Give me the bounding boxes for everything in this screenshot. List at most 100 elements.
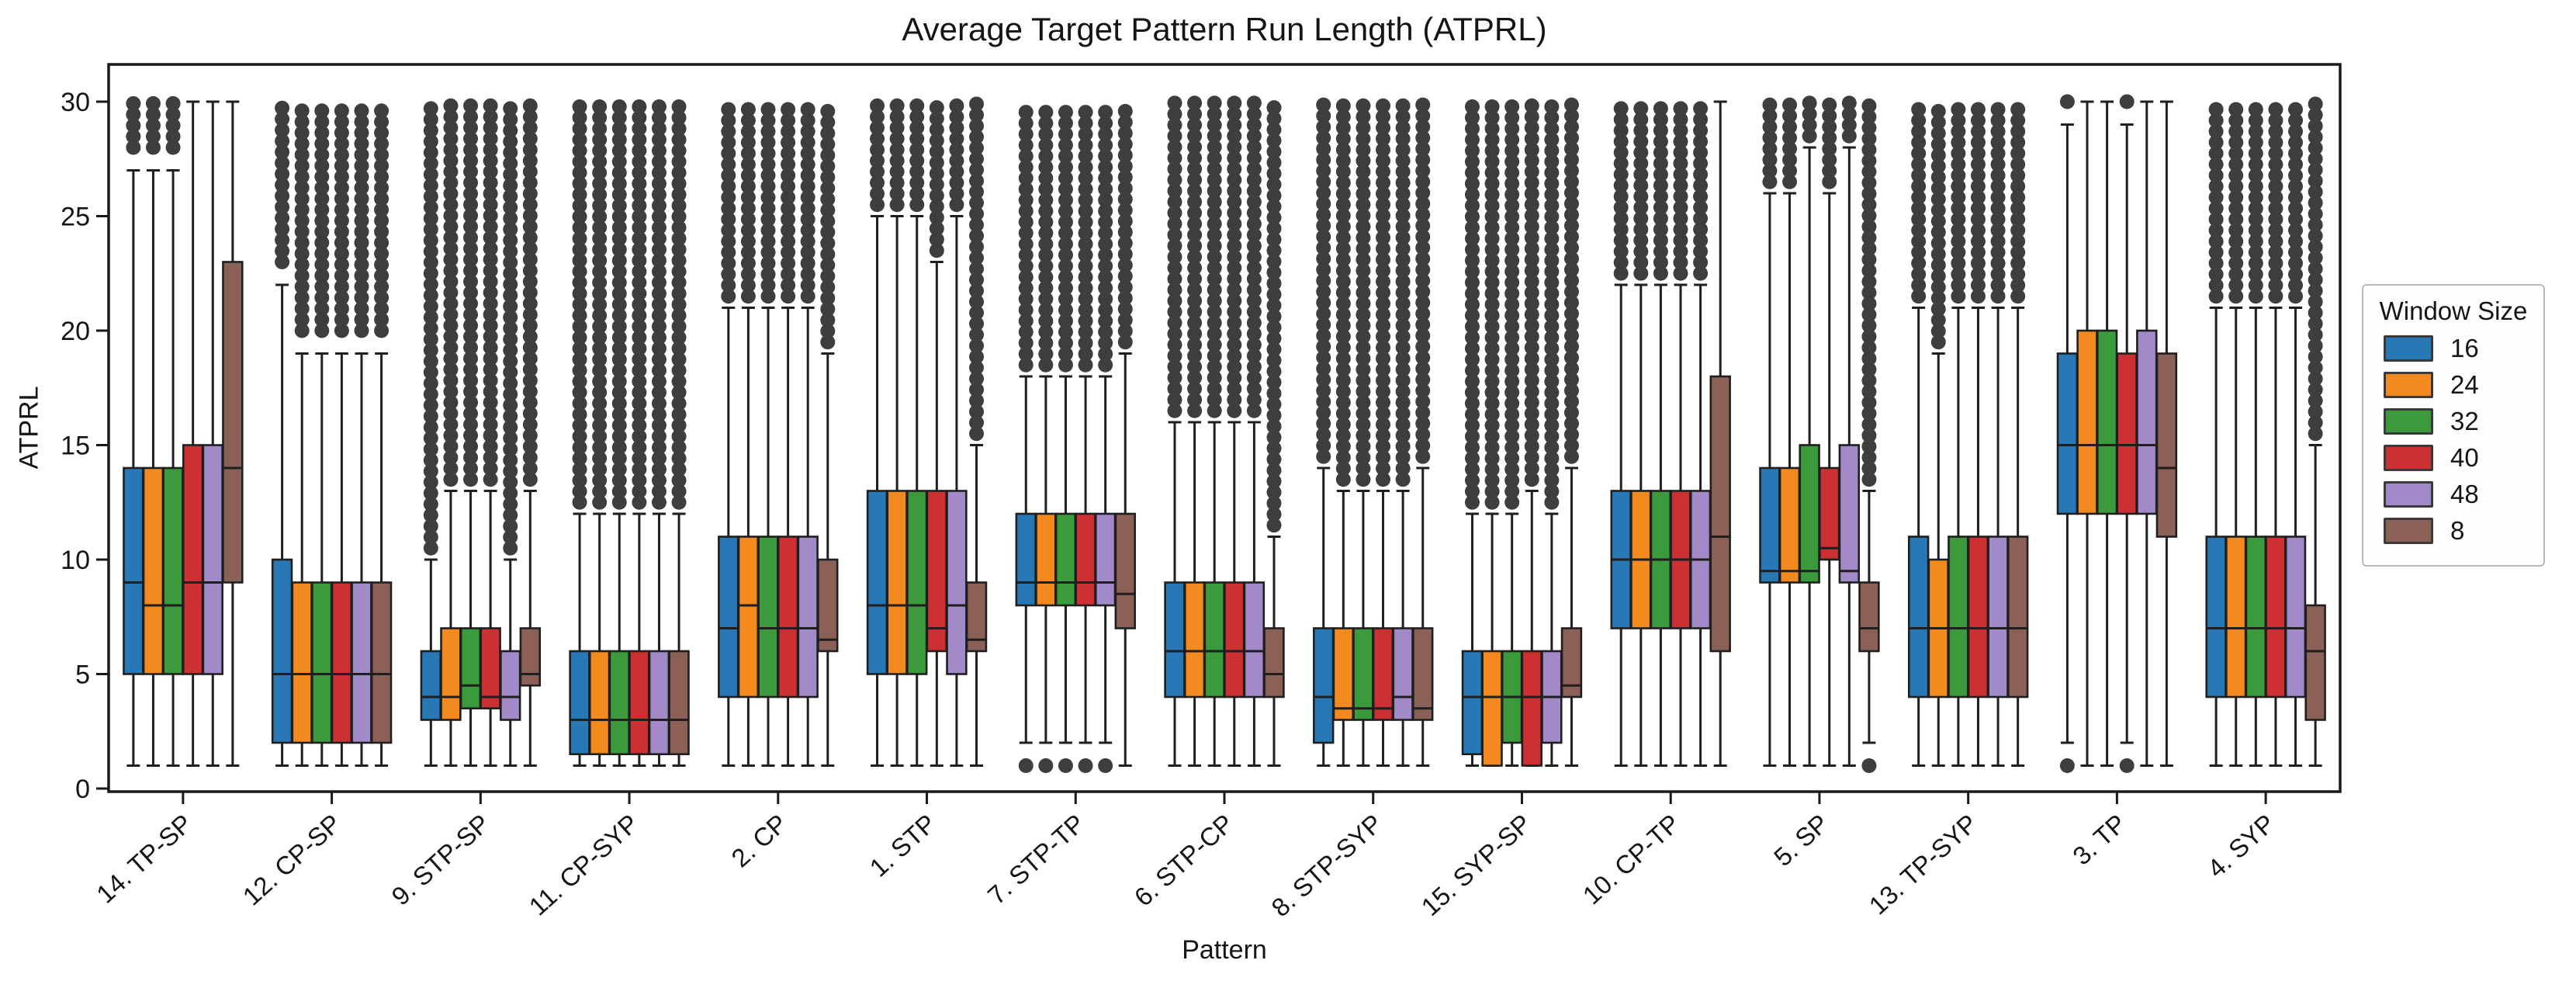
outlier-dot <box>611 473 627 488</box>
outlier-dot <box>1266 309 1282 324</box>
outlier-dot <box>800 212 815 227</box>
outlier-dot <box>632 418 647 433</box>
outlier-dot <box>443 417 459 432</box>
boxplot-box <box>906 490 928 675</box>
outlier-dot <box>949 153 964 168</box>
outlier-dot <box>294 191 310 206</box>
outlier-dot <box>1335 263 1351 279</box>
outlier-dot <box>969 426 985 442</box>
outlier-dot <box>1653 265 1668 281</box>
outlier-dot <box>1018 203 1034 219</box>
outlier-dot <box>443 428 459 443</box>
outlier-dot <box>1316 163 1331 179</box>
boxplot-box <box>737 536 760 699</box>
outlier-dot <box>870 142 885 158</box>
outlier-dot <box>503 210 518 226</box>
outlier-dot <box>1078 291 1093 307</box>
outlier-column <box>611 99 627 510</box>
outlier-dot <box>1227 151 1242 166</box>
outlier-dot <box>969 195 985 210</box>
outlier-dot <box>1246 271 1262 286</box>
outlier-dot <box>572 462 587 477</box>
outlier-dot <box>1484 407 1500 422</box>
outlier-dot <box>1415 218 1431 234</box>
outlier-dot <box>1861 274 1877 289</box>
outlier-dot <box>1673 210 1688 226</box>
outlier-dot <box>1058 127 1073 142</box>
outlier-dot <box>275 243 290 258</box>
outlier-dot <box>1167 227 1182 243</box>
outlier-dot <box>1167 249 1182 265</box>
outlier-dot <box>1376 373 1391 388</box>
outlier-dot <box>572 121 587 137</box>
outlier-dot <box>740 146 756 161</box>
outlier-dot <box>1544 484 1560 499</box>
outlier-dot <box>2010 102 2026 117</box>
outlier-dot <box>1376 296 1391 311</box>
outlier-dot <box>1117 203 1133 218</box>
outlier-dot <box>1861 449 1877 465</box>
outlier-column <box>1633 101 1649 281</box>
outlier-dot <box>2010 135 2026 151</box>
outlier-dot <box>671 198 687 213</box>
outlier-dot <box>522 164 538 179</box>
outlier-dot <box>2268 278 2283 293</box>
outlier-dot <box>1673 101 1688 116</box>
outlier-dot <box>483 428 498 443</box>
outlier-column <box>651 99 667 510</box>
outlier-dot <box>1227 106 1242 122</box>
outlier-dot <box>1861 428 1877 443</box>
outlier-dot <box>1861 120 1877 136</box>
outlier-dot <box>820 126 836 141</box>
boxplot-box <box>1094 512 1117 607</box>
outlier-dot <box>2308 250 2323 265</box>
outlier-dot <box>2308 107 2323 123</box>
boxplot-box <box>2116 352 2138 515</box>
outlier-dot <box>1376 120 1391 136</box>
outlier-dot <box>949 142 964 158</box>
outlier-dot <box>374 290 390 306</box>
outlier-dot <box>1484 187 1500 203</box>
outlier-dot <box>2248 135 2263 151</box>
outlier-column <box>721 102 736 304</box>
outlier-dot <box>1782 163 1798 179</box>
outlier-dot <box>1227 172 1242 188</box>
outlier-dot <box>1266 331 1282 346</box>
outlier-dot <box>483 296 498 311</box>
outlier-dot <box>1335 449 1351 465</box>
outlier-dot <box>740 189 756 205</box>
outlier-dot <box>1951 266 1966 282</box>
outlier-dot <box>503 474 518 490</box>
outlier-dot <box>572 132 587 147</box>
outlier-dot <box>463 383 479 399</box>
outlier-dot <box>354 147 369 162</box>
outlier-dot <box>592 187 608 203</box>
outlier-dot <box>1504 99 1520 114</box>
outlier-dot <box>463 285 479 300</box>
outlier-dot <box>740 212 756 227</box>
boxplot-box <box>1838 444 1861 584</box>
outlier-dot <box>1187 117 1203 133</box>
outlier-dot <box>1227 271 1242 286</box>
outlier-dot <box>572 396 587 411</box>
outlier-dot <box>503 178 518 193</box>
outlier-dot <box>592 462 608 477</box>
outlier-dot <box>969 393 985 408</box>
outlier-dot <box>1861 197 1877 213</box>
outlier-dot <box>611 308 627 324</box>
boxplot-box <box>1224 581 1245 699</box>
outlier-dot <box>2308 426 2323 442</box>
outlier-dot <box>2308 360 2323 376</box>
outlier-dot <box>2268 234 2283 249</box>
outlier-dot <box>1246 370 1262 386</box>
outlier-dot <box>294 202 310 217</box>
outlier-dot <box>522 439 538 454</box>
outlier-dot <box>740 200 756 216</box>
outlier-dot <box>483 109 498 124</box>
outlier-dot <box>1018 137 1034 153</box>
x-tick-label: 15. SYP-SP <box>1416 809 1537 921</box>
outlier-dot <box>423 178 438 193</box>
outlier-dot <box>611 198 627 213</box>
outlier-dot <box>1970 223 1986 238</box>
outlier-dot <box>909 98 925 113</box>
